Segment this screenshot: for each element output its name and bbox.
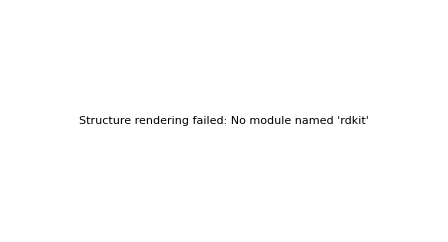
Text: Structure rendering failed: No module named 'rdkit': Structure rendering failed: No module na… bbox=[79, 116, 369, 126]
